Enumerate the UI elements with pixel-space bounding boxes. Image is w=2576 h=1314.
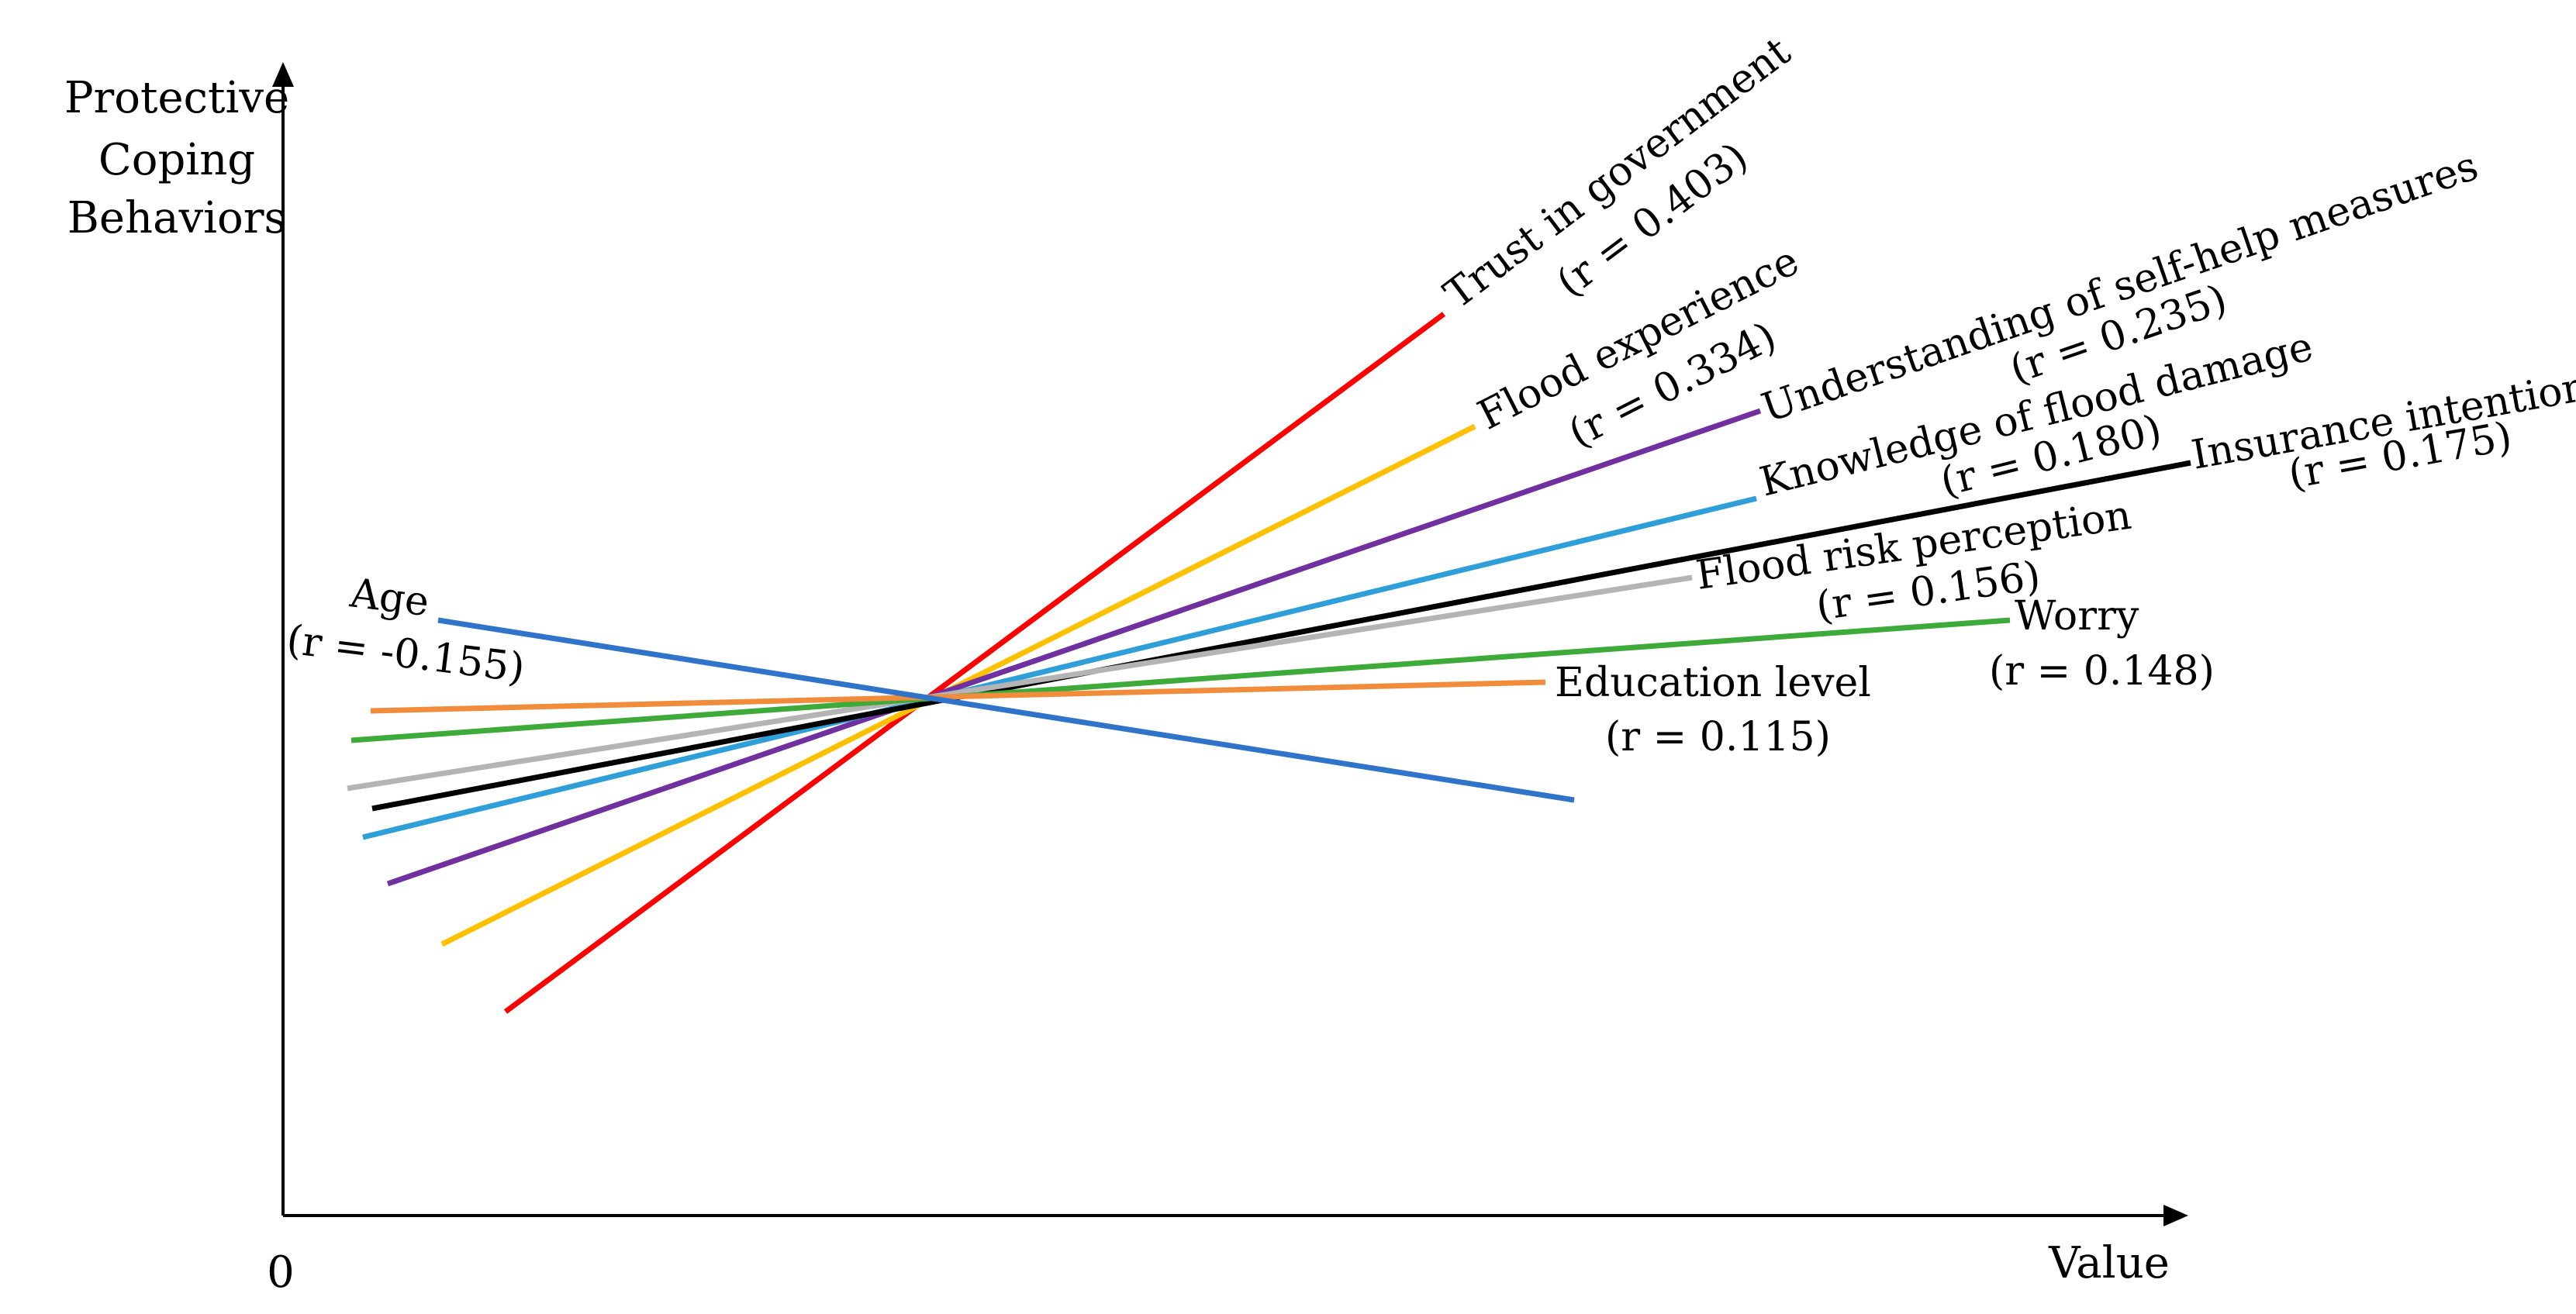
series-line-understanding-of-self-help-measures — [386, 408, 1762, 887]
origin-label: 0 — [267, 1247, 295, 1298]
x-axis-arrow-icon — [2163, 1205, 2188, 1226]
y-axis-title-line-2: Coping — [98, 135, 255, 185]
y-axis-arrow-icon — [272, 62, 294, 87]
series-line-worry — [350, 617, 2011, 743]
y-axis-title-line-1: Protective — [64, 73, 289, 123]
series-label-age: Age — [347, 570, 431, 626]
series-label-worry: Worry — [2015, 593, 2139, 640]
y-axis-title-line-3: Behaviors — [67, 193, 287, 243]
series-rvalue-worry: (r = 0.148) — [1989, 648, 2215, 695]
series-line-flood-risk-perception — [347, 574, 1693, 792]
series-label-education-level: Education level — [1555, 660, 1871, 706]
series-line-age — [437, 617, 1575, 803]
series-rvalue-education-level: (r = 0.115) — [1605, 714, 1831, 760]
x-axis-title: Value — [2048, 1238, 2170, 1288]
series-line-knowledge-of-flood-damage — [362, 495, 1757, 840]
series-line-trust-in-government — [503, 312, 1446, 1014]
series-line-insurance-intention — [371, 460, 2191, 812]
series-line-education-level — [370, 679, 1546, 714]
